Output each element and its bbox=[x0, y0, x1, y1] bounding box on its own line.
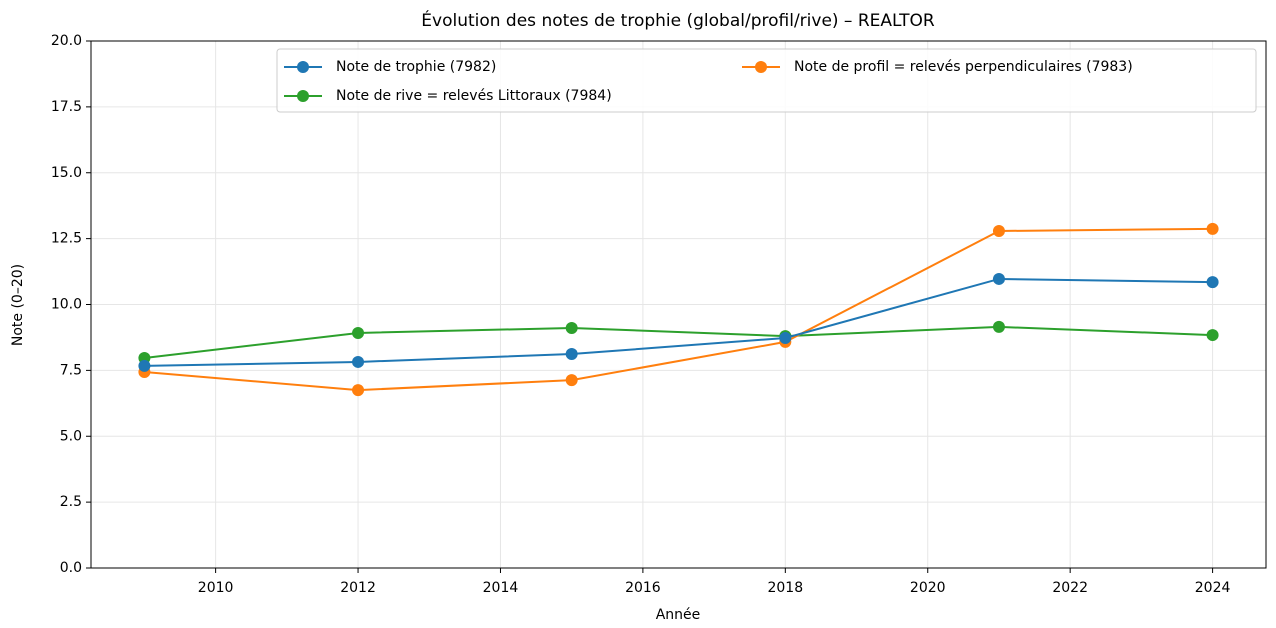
data-point bbox=[352, 384, 365, 397]
chart-title: Évolution des notes de trophie (global/p… bbox=[421, 9, 935, 31]
y-tick-label: 5.0 bbox=[60, 428, 82, 444]
y-tick-label: 15.0 bbox=[51, 165, 82, 181]
x-tick-label: 2010 bbox=[198, 580, 234, 596]
x-tick-label: 2018 bbox=[767, 580, 803, 596]
y-tick-label: 2.5 bbox=[60, 494, 82, 510]
legend-box bbox=[276, 48, 1257, 113]
legend-label: Note de trophie (7982) bbox=[336, 59, 496, 75]
legend-marker bbox=[297, 61, 309, 73]
y-axis-label: Note (0–20) bbox=[10, 264, 26, 346]
x-tick-label: 2012 bbox=[340, 580, 376, 596]
legend-marker bbox=[755, 61, 767, 73]
series-line bbox=[144, 325, 1213, 359]
x-tick-label: 2016 bbox=[625, 580, 661, 596]
y-tick-label: 7.5 bbox=[60, 362, 82, 378]
series-line bbox=[144, 277, 1213, 367]
data-point bbox=[779, 331, 792, 344]
data-point bbox=[352, 355, 365, 368]
x-tick-label: 2020 bbox=[910, 580, 946, 596]
series-line bbox=[144, 227, 1213, 392]
y-tick-label: 17.5 bbox=[51, 99, 82, 115]
y-tick-label: 0.0 bbox=[60, 560, 82, 576]
data-point bbox=[565, 348, 578, 361]
x-axis-label: Année bbox=[656, 607, 701, 623]
data-point bbox=[352, 326, 365, 339]
data-point bbox=[1206, 329, 1219, 342]
plot-frame bbox=[90, 40, 1267, 569]
legend-label: Note de rive = relevés Littoraux (7984) bbox=[336, 88, 612, 104]
x-tick-label: 2022 bbox=[1052, 580, 1088, 596]
legend-marker bbox=[297, 90, 309, 102]
data-point bbox=[1206, 276, 1219, 289]
y-tick-label: 10.0 bbox=[51, 297, 82, 313]
data-point bbox=[565, 374, 578, 387]
data-point bbox=[1206, 222, 1219, 235]
legend-label: Note de profil = relevés perpendiculaire… bbox=[794, 59, 1133, 75]
y-tick-label: 12.5 bbox=[51, 231, 82, 247]
data-point bbox=[992, 272, 1005, 285]
data-point bbox=[992, 224, 1005, 237]
y-tick-label: 20.0 bbox=[51, 33, 82, 49]
data-point bbox=[992, 320, 1005, 333]
x-tick-label: 2024 bbox=[1195, 580, 1231, 596]
data-point bbox=[565, 321, 578, 334]
data-point bbox=[138, 359, 151, 372]
x-tick-label: 2014 bbox=[483, 580, 519, 596]
